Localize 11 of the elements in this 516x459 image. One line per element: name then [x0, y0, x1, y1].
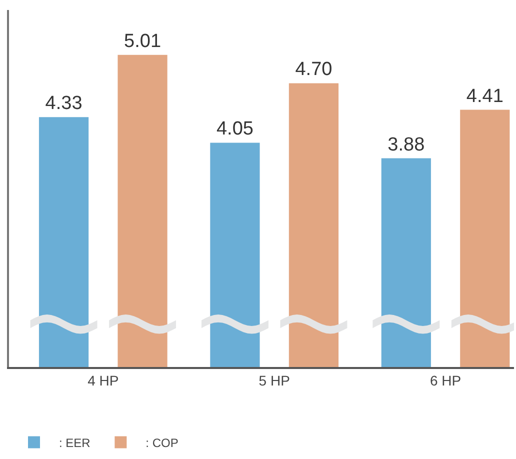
data-label: 4.05	[216, 118, 254, 140]
x-tick-label: 5 HP	[258, 372, 290, 389]
data-label: 3.88	[388, 134, 425, 156]
x-tick-label: 6 HP	[430, 372, 462, 389]
x-tick-label: 4 HP	[88, 372, 119, 389]
data-label: 4.41	[466, 86, 504, 107]
data-label: 5.01	[124, 30, 162, 52]
data-label: 4.33	[45, 93, 82, 114]
data-label: 4.70	[295, 59, 332, 80]
legend-label: : EER	[59, 436, 91, 450]
legend-label: : COP	[146, 436, 178, 450]
